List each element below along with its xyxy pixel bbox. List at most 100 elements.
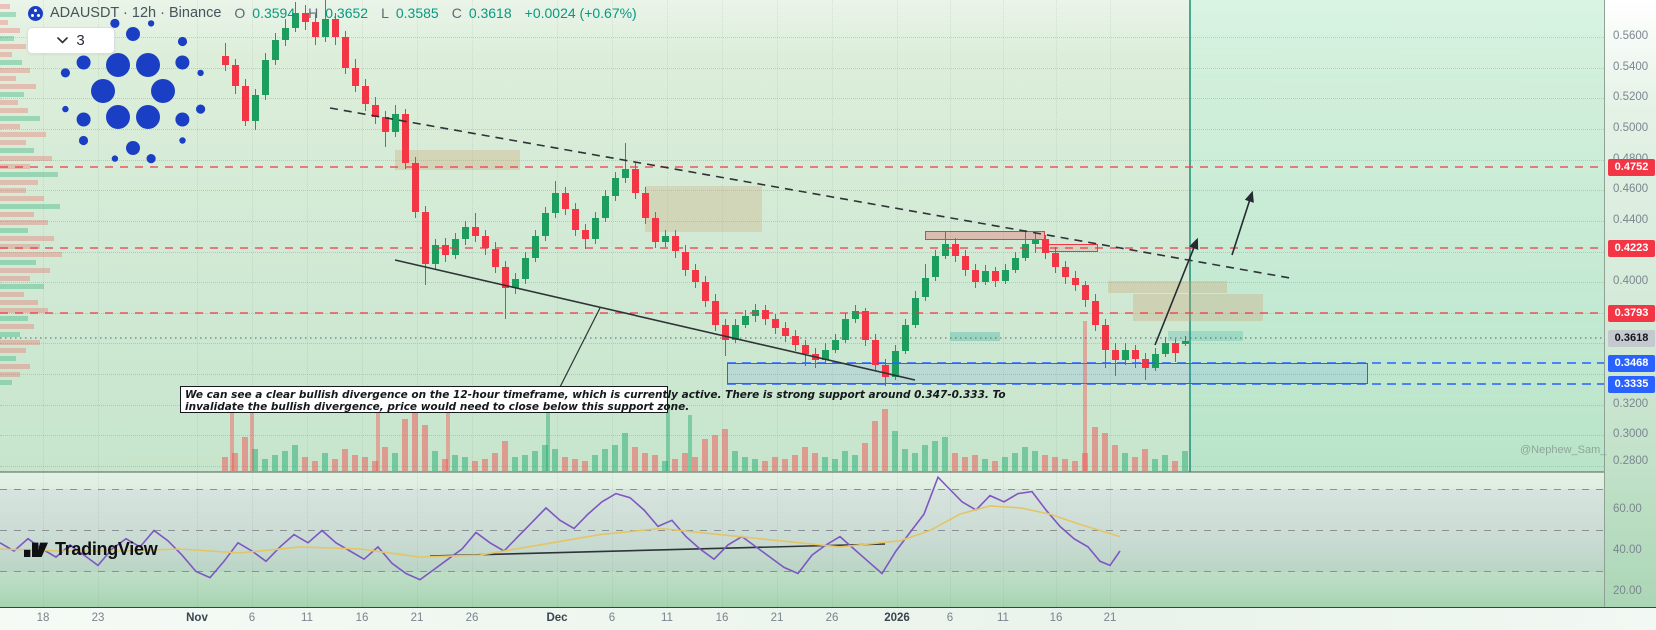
volume-bar bbox=[552, 449, 558, 471]
rsi-tick-label: 20.00 bbox=[1613, 585, 1642, 597]
volume-bar bbox=[1102, 433, 1108, 471]
time-tick-label: 11 bbox=[997, 612, 1009, 624]
grid-line-v bbox=[1110, 0, 1111, 607]
time-tick-label: 16 bbox=[715, 612, 729, 624]
volume-bar bbox=[1162, 455, 1168, 471]
volume-profile-bar bbox=[0, 244, 40, 249]
volume-bar bbox=[732, 451, 738, 471]
time-tick-label: Dec bbox=[546, 612, 568, 624]
volume-bar bbox=[302, 457, 308, 471]
candle-body bbox=[281, 28, 289, 41]
price-axis[interactable]: USDT 0.56000.54000.52000.50000.48000.460… bbox=[1604, 0, 1656, 607]
volume-bar bbox=[782, 459, 788, 471]
symbol-header[interactable]: ADAUSDT · 12h · Binance O 0.3594 H 0.3652 … bbox=[28, 3, 637, 23]
candle-body bbox=[1061, 266, 1069, 278]
price-level-badge[interactable]: 0.4752 bbox=[1608, 158, 1655, 176]
volume-bar bbox=[332, 459, 338, 471]
volume-profile-bar bbox=[0, 276, 30, 281]
grid-line-v bbox=[362, 0, 363, 607]
price-level-badge[interactable]: 0.3468 bbox=[1608, 354, 1655, 372]
candle-body bbox=[611, 178, 619, 197]
price-tick-label: 0.5600 bbox=[1613, 30, 1649, 42]
volume-bar bbox=[292, 445, 298, 471]
demand-zone[interactable] bbox=[1168, 331, 1243, 341]
price-level-badge[interactable]: 0.3793 bbox=[1608, 304, 1655, 322]
candle-body bbox=[911, 297, 919, 326]
volume-profile-bar bbox=[0, 92, 24, 97]
open-value: 0.3594 bbox=[252, 5, 296, 21]
grid-line-v bbox=[950, 0, 951, 607]
candle-body bbox=[301, 12, 309, 22]
price-level-badge[interactable]: 0.3335 bbox=[1608, 375, 1655, 393]
candle-body bbox=[1181, 340, 1189, 345]
volume-bar bbox=[762, 461, 768, 471]
candle-body bbox=[891, 351, 899, 378]
time-tick-label: 11 bbox=[301, 612, 313, 624]
volume-profile-bar bbox=[0, 68, 30, 73]
object-tree-button[interactable]: 3 bbox=[27, 27, 115, 54]
volume-bar bbox=[1142, 449, 1148, 471]
candle-body bbox=[811, 354, 819, 361]
volume-bar bbox=[822, 457, 828, 471]
volume-bar bbox=[1032, 451, 1038, 471]
volume-profile-bar bbox=[0, 4, 10, 9]
candle-body bbox=[791, 335, 799, 345]
candle-body bbox=[721, 325, 729, 341]
candle-body bbox=[961, 256, 969, 270]
volume-bar-tall bbox=[376, 405, 380, 471]
volume-bar bbox=[682, 453, 688, 471]
price-level-badge[interactable]: 0.3618 bbox=[1608, 329, 1655, 347]
volume-profile-bar bbox=[0, 156, 52, 161]
candle-body bbox=[451, 239, 459, 255]
volume-bar bbox=[492, 453, 498, 471]
volume-bar bbox=[1042, 455, 1048, 471]
candle-body bbox=[231, 64, 239, 87]
candle-body bbox=[491, 248, 499, 267]
volume-bar bbox=[1052, 457, 1058, 471]
volume-bar bbox=[542, 445, 548, 471]
volume-profile-bar bbox=[0, 380, 12, 385]
candle-body bbox=[591, 217, 599, 240]
time-axis[interactable]: 18 23 Nov 6 11 16 21 26 Dec 6 11 16 21 26 2026 6 11 16 21 bbox=[0, 607, 1656, 630]
candle-body bbox=[691, 269, 699, 283]
annotation-note[interactable]: We can see a clear bullish divergence on… bbox=[180, 386, 1006, 413]
price-level-badge[interactable]: 0.4223 bbox=[1608, 239, 1655, 257]
volume-bar bbox=[842, 451, 848, 471]
candle-body bbox=[761, 309, 769, 319]
demand-zone[interactable] bbox=[950, 332, 1000, 341]
volume-bar bbox=[942, 437, 948, 471]
pane-separator[interactable] bbox=[0, 471, 1604, 473]
symbol-title[interactable]: ADAUSDT · 12h · Binance bbox=[50, 5, 222, 21]
candle-body bbox=[501, 266, 509, 289]
candle-body bbox=[1171, 343, 1179, 353]
volume-profile-bar bbox=[0, 20, 8, 25]
tradingview-logo[interactable]: TradingView bbox=[24, 538, 158, 560]
volume-bar bbox=[412, 413, 418, 471]
candle-body bbox=[731, 325, 739, 341]
volume-bar bbox=[742, 457, 748, 471]
candle-body bbox=[981, 271, 989, 283]
volume-bar bbox=[712, 435, 718, 471]
price-tick-label: 0.3200 bbox=[1613, 398, 1649, 410]
time-tick-label: 16 bbox=[1049, 612, 1063, 624]
volume-bar-tall bbox=[250, 393, 254, 471]
candle-body bbox=[321, 18, 329, 38]
volume-bar bbox=[232, 453, 238, 471]
volume-profile-bar bbox=[0, 84, 36, 89]
candle-body bbox=[661, 236, 669, 243]
volume-bar bbox=[252, 449, 258, 471]
candle-body bbox=[551, 193, 559, 214]
volume-profile-bar bbox=[0, 196, 44, 201]
volume-bar bbox=[992, 461, 998, 471]
coin-icon bbox=[28, 5, 43, 21]
volume-bar bbox=[372, 461, 378, 471]
candle-body bbox=[1151, 354, 1159, 368]
candle-body bbox=[651, 217, 659, 243]
volume-bar bbox=[852, 455, 858, 471]
volume-bar bbox=[902, 449, 908, 471]
candle-body bbox=[751, 309, 759, 316]
volume-profile-bar bbox=[0, 324, 34, 329]
candle-body bbox=[881, 364, 889, 378]
volume-bar bbox=[932, 441, 938, 471]
volume-bar bbox=[612, 445, 618, 471]
